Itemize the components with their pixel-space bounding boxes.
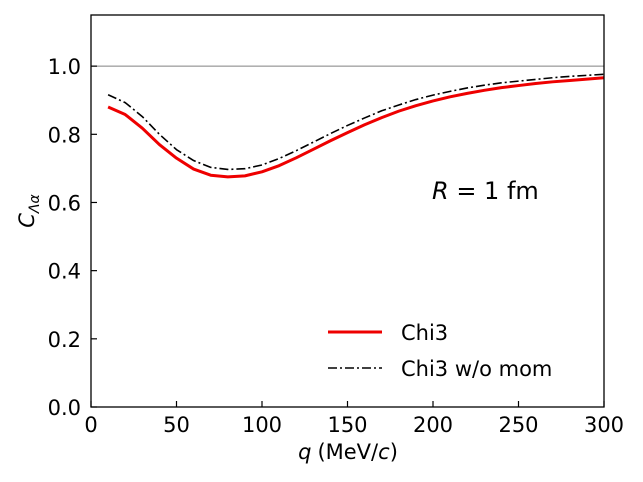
x-tick-label: 250 [498, 413, 538, 437]
series-line-1 [107, 73, 605, 171]
x-tick-label: 200 [413, 413, 453, 437]
y-tick-label: 0.2 [48, 328, 81, 352]
y-tick-label: 1.0 [48, 55, 81, 79]
x-tick-label: 300 [584, 413, 624, 437]
y-tick-label: 0.4 [48, 260, 81, 284]
x-axis-ticks: 0 50 100 150 200 250 300 [84, 401, 624, 437]
annotation-rest: = 1 fm [449, 177, 539, 205]
plot-area [91, 15, 604, 407]
legend-label-chi3-wo-mom: Chi3 w/o mom [401, 357, 552, 381]
x-tick-label: 0 [84, 413, 97, 437]
x-tick-label: 50 [163, 413, 190, 437]
y-tick-label: 0.6 [48, 191, 81, 215]
y-axis-label-sub: Λα [27, 193, 43, 214]
x-axis-label-units: (MeV/ [317, 440, 379, 464]
annotation-var: R [432, 177, 449, 205]
series-layer [107, 73, 605, 179]
y-tick-label: 0.8 [48, 123, 81, 147]
y-axis-label-var: C [15, 213, 39, 228]
y-axis-label: CΛα [15, 193, 43, 227]
y-tick-label: 0.0 [48, 396, 81, 420]
x-axis-label-close: ) [390, 440, 398, 464]
legend: Chi3 Chi3 w/o mom [328, 321, 552, 381]
x-tick-label: 100 [242, 413, 282, 437]
x-axis-label-var: q [298, 440, 311, 464]
x-axis-label-unit-var: c [378, 440, 390, 464]
annotation-radius: R = 1 fm [432, 177, 539, 205]
x-tick-label: 150 [327, 413, 367, 437]
y-axis-ticks: 0.0 0.2 0.4 0.6 0.8 1.0 [48, 55, 97, 420]
x-axis-label: q (MeV/c) [298, 440, 398, 464]
legend-label-chi3: Chi3 [401, 321, 448, 345]
series-line-0 [107, 76, 605, 179]
